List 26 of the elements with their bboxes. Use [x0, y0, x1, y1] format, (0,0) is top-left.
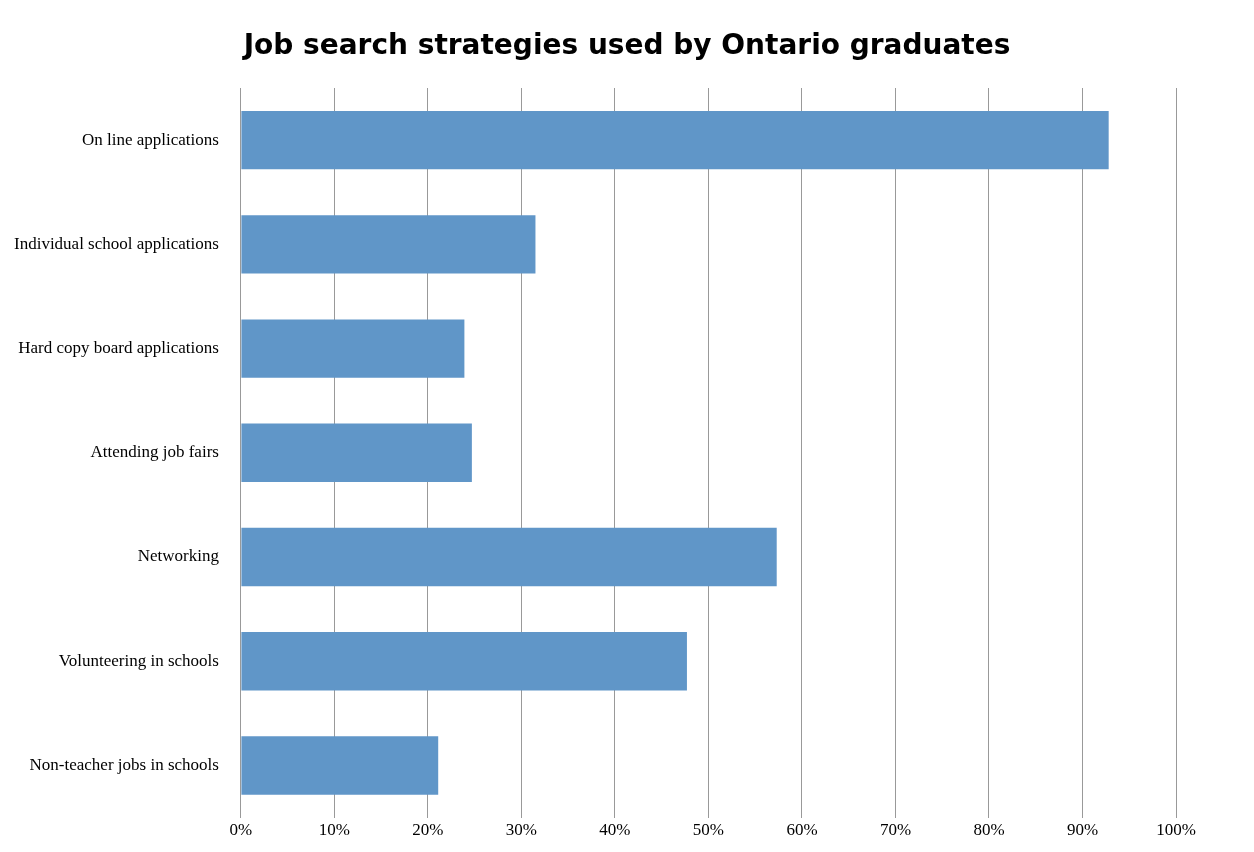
bar [241, 632, 687, 691]
y-tick-label: Hard copy board applications [18, 338, 219, 358]
x-tick-label: 40% [599, 820, 631, 840]
bar [241, 215, 536, 274]
x-tick-label: 90% [1066, 820, 1099, 840]
y-tick-label: Volunteering in schools [58, 650, 219, 670]
x-tick-label: 70% [879, 820, 912, 840]
bar [241, 527, 777, 587]
bar [241, 423, 472, 482]
chart-title: Job search strategies used by Ontario graduates [241, 28, 1012, 61]
y-tick-label: Non-teacher jobs in schools [29, 754, 219, 774]
x-tick-label: 60% [786, 820, 818, 840]
bar [241, 110, 1109, 170]
x-tick-label: 100% [1156, 820, 1196, 840]
x-tick-label: 10% [318, 820, 350, 840]
y-tick-label: On line applications [81, 129, 219, 149]
y-tick-label: Attending job fairs [90, 442, 219, 462]
bar [241, 736, 439, 795]
x-tick-label: 80% [973, 820, 1005, 840]
x-tick-label: 50% [692, 820, 725, 840]
x-tick-label: 0% [229, 820, 253, 840]
x-tick-label: 20% [412, 820, 444, 840]
bar [241, 319, 465, 378]
x-tick-label: 30% [505, 820, 538, 840]
y-tick-label: Individual school applications [14, 233, 219, 253]
y-tick-label: Networking [137, 546, 220, 566]
